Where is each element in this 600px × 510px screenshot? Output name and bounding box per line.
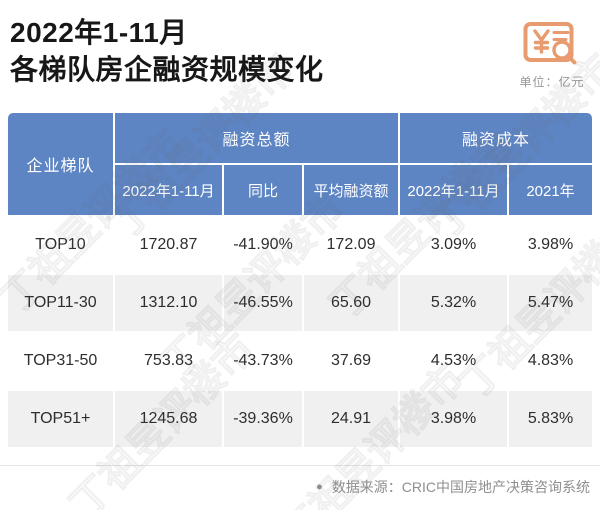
unit-label: 单位：亿元 [519,75,585,89]
cell-top10-tier: TOP10 [8,217,113,273]
header-group-total-financing: 融资总额 [115,113,398,163]
cell-top31-50-tier: TOP31-50 [8,333,113,389]
cell-top11-30-yoy: -46.55% [224,275,302,331]
cell-top51-cost2022: 3.98% [400,391,507,447]
cell-top51-avg: 24.91 [304,391,398,447]
cell-top11-30-total: 1312.10 [115,275,222,331]
cell-top10-cost2021: 3.98% [509,217,592,273]
header-cell-2022-cost: 2022年1-11月 [400,165,507,215]
cell-top11-30-cost2021: 5.47% [509,275,592,331]
cell-top51-tier: TOP51+ [8,391,113,447]
yuan-invoice-search-icon [512,18,592,68]
header-cell-tier: 企业梯队 [8,113,113,215]
header-cell-2022-total: 2022年1-11月 [115,165,222,215]
page-title-line1: 2022年1-11月 [10,17,188,48]
cell-top31-50-yoy: -43.73% [224,333,302,389]
page-title: 2022年1-11月 各梯队房企融资规模变化 [10,14,324,88]
cell-top10-cost2022: 3.09% [400,217,507,273]
cell-top11-30-avg: 65.60 [304,275,398,331]
cell-top31-50-avg: 37.69 [304,333,398,389]
unit-box: 单位：亿元 [512,18,592,90]
financing-table: 企业梯队 融资总额 融资成本 2022年1-11月 同比 平均融资额 2022年… [8,113,592,447]
footer-divider [0,465,600,466]
header-cell-avg-financing: 平均融资额 [304,165,398,215]
page-title-line2: 各梯队房企融资规模变化 [10,54,324,85]
header-group-financing-cost: 融资成本 [400,113,592,163]
bullet-icon: ● [316,480,323,493]
cell-top31-50-cost2022: 4.53% [400,333,507,389]
cell-top51-cost2021: 5.83% [509,391,592,447]
header-cell-yoy: 同比 [224,165,302,215]
data-source-text: 数据来源：CRIC中国房地产决策咨询系统 [331,479,590,495]
cell-top31-50-cost2021: 4.83% [509,333,592,389]
cell-top11-30-tier: TOP11-30 [8,275,113,331]
cell-top51-total: 1245.68 [115,391,222,447]
cell-top31-50-total: 753.83 [115,333,222,389]
data-source: ● 数据来源：CRIC中国房地产决策咨询系统 [316,477,590,497]
cell-top11-30-cost2022: 5.32% [400,275,507,331]
cell-top10-avg: 172.09 [304,217,398,273]
cell-top10-total: 1720.87 [115,217,222,273]
header-cell-2021-cost: 2021年 [509,165,592,215]
cell-top51-yoy: -39.36% [224,391,302,447]
cell-top10-yoy: -41.90% [224,217,302,273]
